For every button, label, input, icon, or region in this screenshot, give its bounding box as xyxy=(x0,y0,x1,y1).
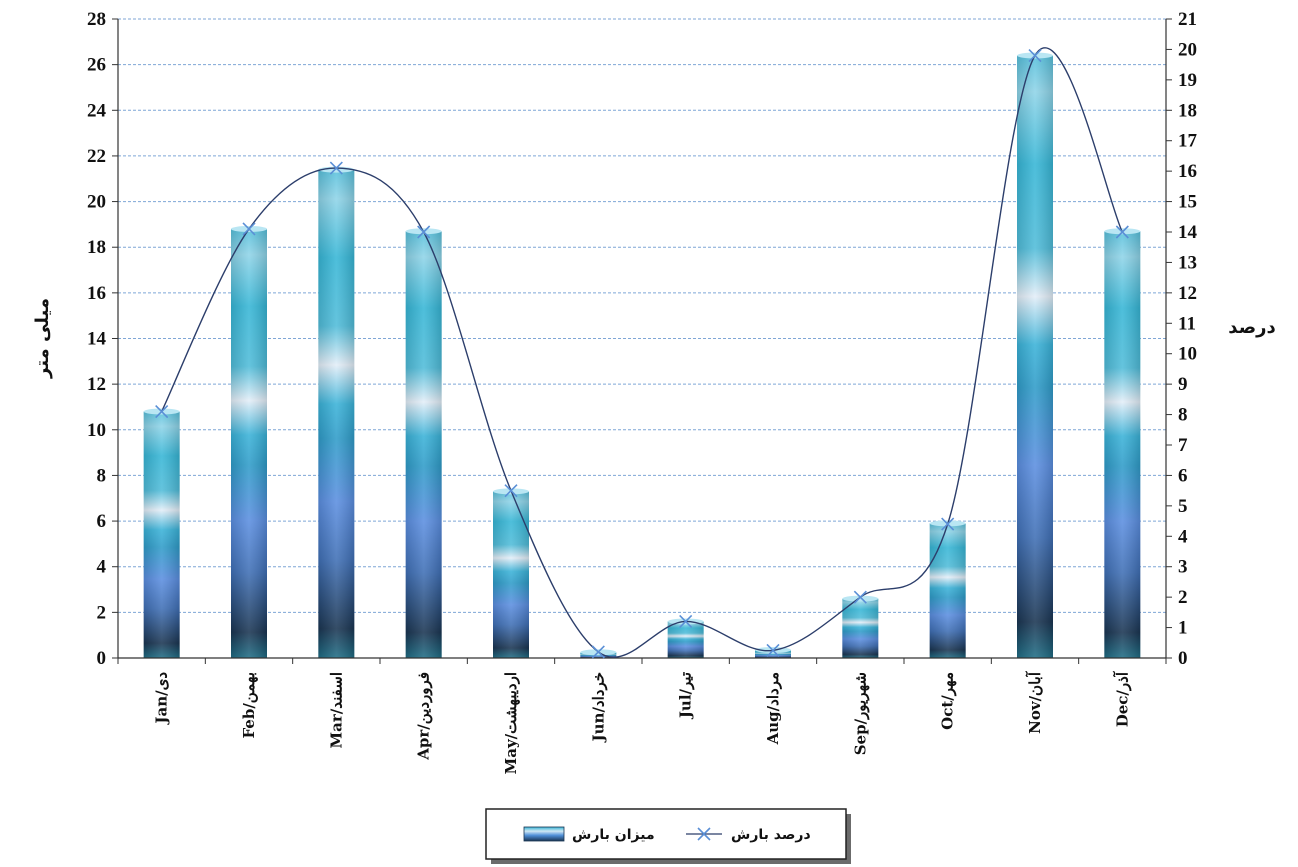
category-label: Sep/شهریور xyxy=(851,672,869,755)
right-tick-label: 9 xyxy=(1178,374,1188,395)
right-tick-label: 19 xyxy=(1178,70,1197,91)
gridlines xyxy=(118,18,1166,613)
right-tick-label: 18 xyxy=(1178,100,1197,121)
right-tick-label: 13 xyxy=(1178,252,1197,273)
line-point-marker xyxy=(1115,225,1129,239)
axes xyxy=(112,18,1172,664)
bar xyxy=(1104,228,1141,658)
right-axis-title: درصد xyxy=(1228,317,1275,338)
category-label: Apr/فروردین xyxy=(415,672,433,761)
left-tick-label: 12 xyxy=(87,374,106,395)
bar-shade xyxy=(1104,231,1141,658)
left-tick-label: 20 xyxy=(87,192,106,213)
bar xyxy=(755,647,791,658)
right-tick-label: 4 xyxy=(1178,526,1188,547)
category-label: Feb/بهمن xyxy=(240,672,258,739)
right-tick-label: 3 xyxy=(1178,557,1188,578)
category-labels: Jan/دی Feb/بهمن Mar/اسفند Apr/فروردین May/ار… xyxy=(153,670,1132,774)
left-tick-label: 6 xyxy=(97,511,107,532)
bar-cap xyxy=(842,595,879,602)
bar-shade xyxy=(929,523,966,658)
left-tick-label: 2 xyxy=(97,602,107,623)
bar-shade xyxy=(1017,55,1053,659)
line-series xyxy=(155,47,1129,659)
category-label: May/اردیبهشت xyxy=(502,672,520,774)
series-line xyxy=(161,47,1123,658)
category-label: Jan/دی xyxy=(153,672,171,726)
right-tick-label: 14 xyxy=(1178,222,1198,243)
bar xyxy=(929,520,966,658)
right-tick-label: 2 xyxy=(1178,587,1188,608)
line-point-marker xyxy=(329,161,343,175)
bar-shade xyxy=(493,491,529,658)
left-tick-label: 18 xyxy=(87,237,106,258)
left-axis-title: میلی متر xyxy=(32,298,53,379)
left-tick-label: 10 xyxy=(87,420,106,441)
right-tick-label: 1 xyxy=(1178,618,1188,639)
legend: میزان بارش درصد بارش xyxy=(485,808,851,864)
bar xyxy=(143,408,180,658)
left-tick-label: 4 xyxy=(97,557,107,578)
left-tick-label: 16 xyxy=(87,283,106,304)
line-point-marker xyxy=(853,590,867,604)
bar xyxy=(493,488,529,658)
line-point-marker xyxy=(417,225,431,239)
line-point-marker xyxy=(591,645,605,659)
bar xyxy=(842,595,879,658)
category-label: Jun/خرداد xyxy=(589,672,607,743)
right-tick-label: 16 xyxy=(1178,161,1197,182)
right-tick-label: 20 xyxy=(1178,39,1197,60)
bar xyxy=(231,225,267,658)
category-label: Aug/مرداد xyxy=(764,672,782,745)
left-tick-label: 24 xyxy=(87,100,107,121)
bar-series xyxy=(143,52,1141,659)
legend-bar-swatch xyxy=(523,826,565,842)
line-point-marker xyxy=(155,404,169,419)
bar xyxy=(405,228,442,658)
line-point-marker xyxy=(766,643,780,657)
right-tick-label: 12 xyxy=(1178,283,1197,304)
right-tick-label: 17 xyxy=(1178,131,1198,152)
right-tick-label: 10 xyxy=(1178,344,1197,365)
left-tick-label: 14 xyxy=(87,329,107,350)
right-tick-label: 21 xyxy=(1178,9,1197,30)
bar-shade xyxy=(842,598,879,658)
left-tick-label: 28 xyxy=(87,9,106,30)
bar xyxy=(318,166,355,658)
line-point-marker xyxy=(1028,48,1042,63)
left-tick-label: 8 xyxy=(97,465,107,486)
legend-x-marker xyxy=(697,827,711,841)
bar-shade xyxy=(667,621,704,658)
right-tick-label: 5 xyxy=(1178,496,1188,517)
right-tick-label: 6 xyxy=(1178,465,1188,486)
category-label: Dec/آذر xyxy=(1112,670,1131,727)
bar-shade xyxy=(318,169,355,658)
category-label: Mar/اسفند xyxy=(327,672,345,748)
line-point-marker xyxy=(679,614,693,629)
line-point-marker xyxy=(941,517,955,531)
right-tick-label: 15 xyxy=(1178,192,1197,213)
bar-shade xyxy=(755,650,791,658)
category-label: Oct/مهر xyxy=(939,672,957,730)
line-point-marker xyxy=(242,222,256,236)
right-tick-label: 8 xyxy=(1178,405,1188,426)
line-point-marker xyxy=(504,484,518,498)
right-tick-label: 7 xyxy=(1178,435,1188,456)
bar xyxy=(1017,52,1053,659)
category-label: Jul/تیر xyxy=(677,672,695,720)
legend-line-label: درصد بارش xyxy=(731,827,811,843)
right-tick-label: 0 xyxy=(1178,648,1188,669)
legend-bar-label: میزان بارش xyxy=(572,827,655,843)
bar-shade xyxy=(231,228,267,658)
category-label: Nov/آبان xyxy=(1025,670,1044,734)
bar-shade xyxy=(405,231,442,658)
right-tick-label: 11 xyxy=(1178,313,1196,334)
left-tick-label: 26 xyxy=(87,55,106,76)
left-tick-label: 22 xyxy=(87,146,106,167)
bar-shade xyxy=(143,411,180,658)
left-tick-label: 0 xyxy=(97,648,107,669)
